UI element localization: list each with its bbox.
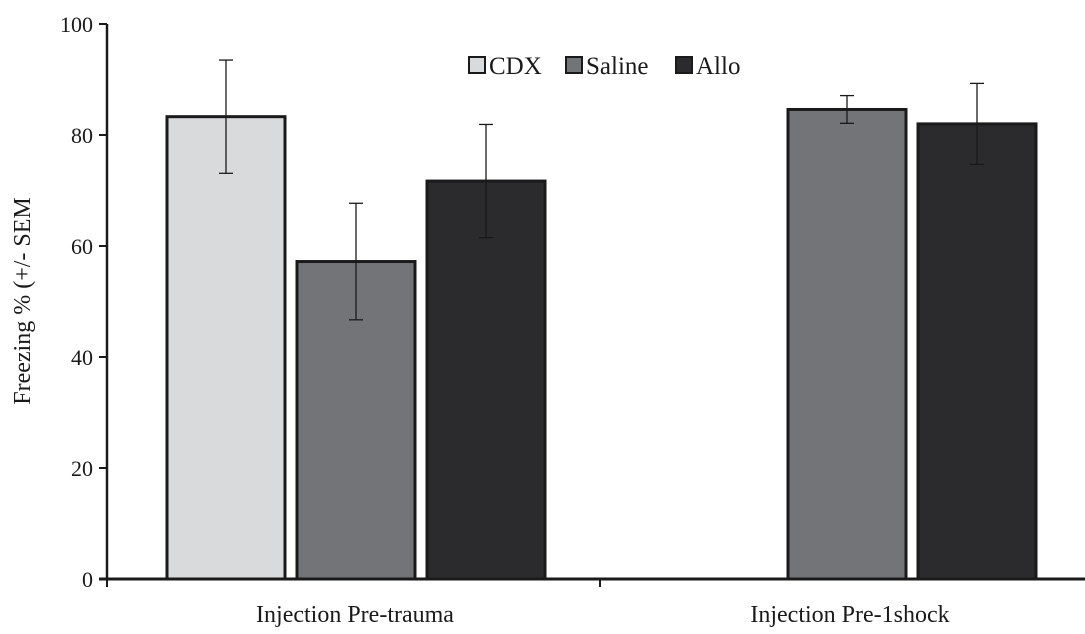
legend: CDX Saline Allo — [468, 53, 740, 80]
legend-label-cdx: CDX — [489, 53, 542, 80]
bars — [165, 107, 1038, 581]
legend-swatch-saline — [565, 56, 583, 74]
legend-label-allo: Allo — [696, 53, 740, 80]
legend-label-saline: Saline — [586, 53, 649, 80]
y-tick-label: 80 — [71, 123, 93, 148]
y-axis-title: Freezing % (+/- SEM — [10, 197, 36, 405]
legend-swatch-cdx — [468, 56, 486, 74]
bar-allo — [916, 122, 1038, 581]
error-bars — [219, 59, 984, 321]
x-tick-label: Injection Pre-1shock — [750, 602, 949, 628]
x-tick-label: Injection Pre-trauma — [256, 602, 454, 628]
y-tick-label: 0 — [82, 567, 93, 592]
bar-allo — [425, 179, 547, 581]
legend-swatch-allo — [675, 56, 693, 74]
bar-saline — [786, 107, 908, 581]
y-tick-label: 40 — [71, 345, 93, 370]
bar-cdx — [165, 115, 287, 581]
y-tick-label: 20 — [71, 456, 93, 481]
y-tick-label: 100 — [60, 12, 93, 37]
y-tick-label: 60 — [71, 234, 93, 259]
